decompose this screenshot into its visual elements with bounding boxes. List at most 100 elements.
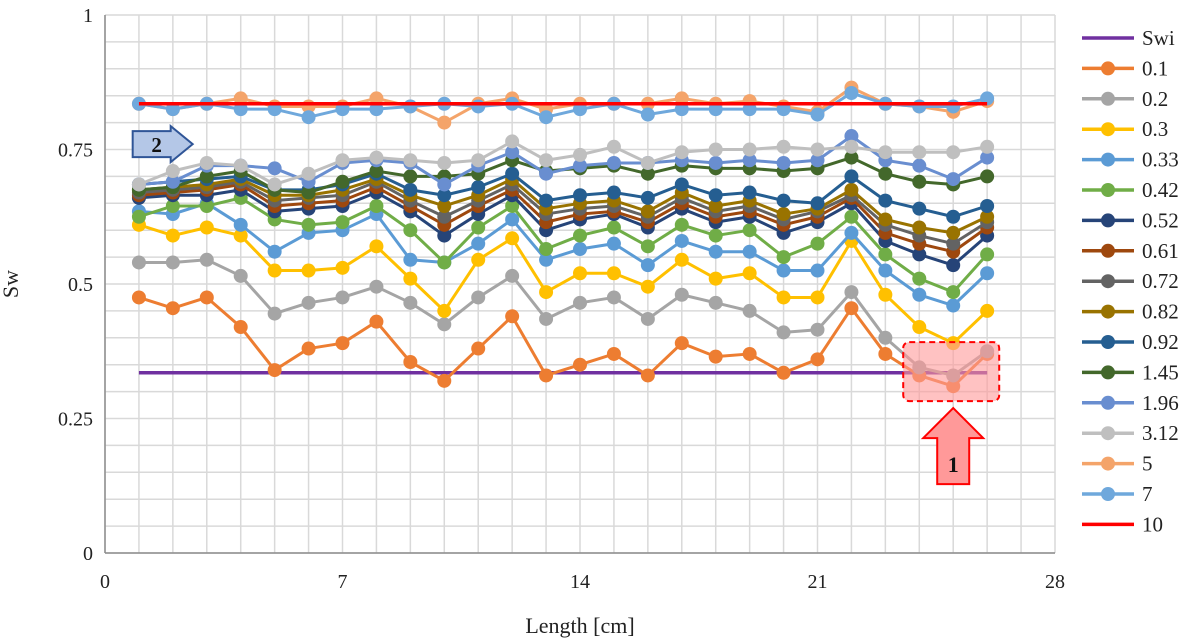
data-point: [233, 268, 248, 283]
data-point: [437, 209, 452, 224]
data-point: [539, 166, 554, 181]
data-point: [708, 295, 723, 310]
annotation-1: 1: [902, 341, 1001, 486]
data-point: [437, 303, 452, 318]
data-point: [776, 325, 791, 340]
x-tick-label: 14: [570, 571, 590, 593]
data-point: [573, 266, 587, 281]
y-tick-label: 0.25: [58, 409, 93, 431]
y-tick-label: 0.75: [58, 140, 93, 162]
data-point: [199, 198, 214, 213]
data-point: [640, 155, 655, 170]
x-axis-title: Length [cm]: [525, 613, 634, 638]
data-point: [369, 279, 384, 294]
annotation-label: 1: [948, 452, 959, 477]
data-point: [573, 102, 587, 117]
data-point: [606, 220, 621, 235]
data-point: [505, 198, 520, 213]
data-point: [810, 142, 825, 157]
legend-label: 0.72: [1142, 269, 1179, 293]
data-point: [505, 309, 520, 324]
data-point: [403, 182, 418, 197]
data-point: [165, 164, 180, 179]
data-point: [946, 145, 961, 160]
legend-item-1-96: 1.96: [1082, 391, 1179, 415]
data-point: [573, 188, 587, 203]
highlight-box: [902, 341, 1001, 403]
data-point: [199, 220, 214, 235]
data-point: [844, 169, 859, 184]
data-point: [233, 158, 248, 173]
legend-marker: [1101, 335, 1115, 349]
data-point: [539, 110, 554, 125]
data-point: [912, 247, 927, 262]
legend-label: 0.82: [1142, 300, 1179, 324]
data-point: [708, 228, 723, 243]
data-point: [437, 177, 452, 192]
data-point: [301, 217, 316, 232]
data-point: [233, 217, 248, 232]
data-point: [776, 365, 791, 380]
legend-label: 1.96: [1142, 391, 1179, 415]
data-point: [606, 346, 621, 361]
data-point: [573, 147, 587, 162]
data-point: [403, 271, 418, 286]
data-point: [946, 225, 961, 240]
data-point: [674, 287, 689, 302]
data-point: [878, 287, 893, 302]
data-point: [437, 317, 452, 332]
legend-marker: [1101, 274, 1115, 289]
data-point: [199, 169, 214, 184]
data-point: [437, 188, 452, 203]
data-point: [674, 336, 689, 351]
data-point: [131, 177, 146, 192]
data-point: [505, 145, 520, 160]
data-point: [606, 266, 621, 281]
data-point: [878, 212, 893, 227]
data-point: [912, 271, 927, 286]
series-0-1: [131, 290, 995, 394]
data-point: [810, 107, 825, 122]
data-point: [810, 263, 825, 278]
data-point: [505, 212, 520, 227]
legend-item-7: 7: [1082, 482, 1153, 506]
data-point: [640, 107, 655, 122]
data-point: [403, 252, 418, 267]
data-point: [165, 198, 180, 213]
data-point: [165, 174, 180, 189]
legend-marker: [1101, 213, 1115, 228]
data-point: [403, 169, 418, 184]
data-point: [471, 341, 486, 356]
legend-item-0-1: 0.1: [1082, 56, 1168, 80]
legend-label: 0.52: [1142, 208, 1179, 232]
annotation-2: 2: [131, 124, 195, 165]
data-point: [403, 295, 418, 310]
legend-item-0-3: 0.3: [1082, 117, 1168, 141]
data-point: [674, 252, 689, 267]
data-point: [946, 172, 961, 187]
y-tick-label: 0.5: [68, 274, 93, 296]
data-point: [844, 139, 859, 154]
data-point: [165, 255, 180, 270]
data-point: [165, 228, 180, 243]
data-point: [335, 153, 350, 168]
data-point: [131, 209, 146, 224]
data-point: [573, 242, 587, 257]
data-point: [742, 223, 757, 238]
data-point: [844, 150, 859, 165]
data-point: [980, 198, 995, 213]
data-point: [267, 306, 282, 321]
legend-marker: [1101, 243, 1115, 258]
data-point: [912, 99, 927, 114]
series-0-92: [131, 166, 995, 224]
data-point: [131, 255, 146, 270]
data-point: [335, 260, 350, 275]
data-point: [437, 373, 452, 388]
data-point: [742, 102, 757, 117]
data-point: [946, 258, 961, 273]
legend-label: 0.3: [1142, 117, 1168, 141]
legend-item-5: 5: [1082, 452, 1153, 476]
data-point: [742, 346, 757, 361]
x-tick-label: 0: [100, 571, 110, 593]
data-point: [674, 145, 689, 160]
